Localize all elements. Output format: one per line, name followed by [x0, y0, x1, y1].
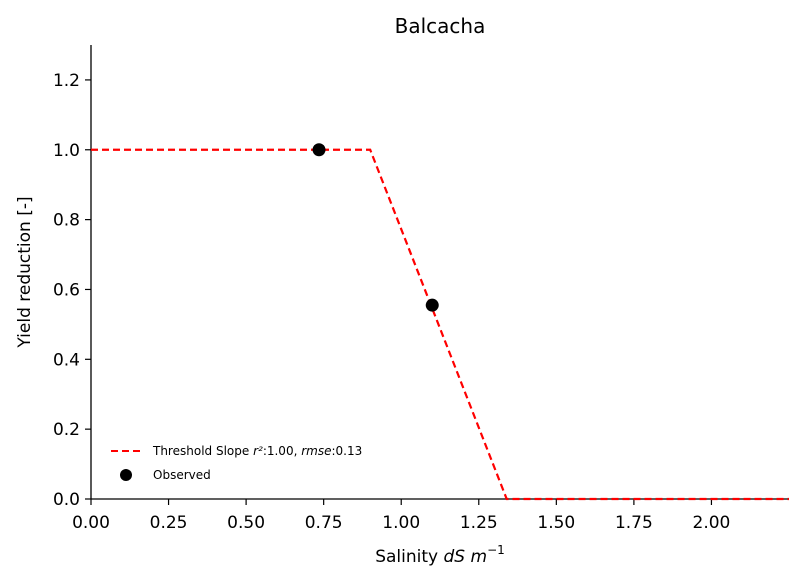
y-tick-label: 1.0: [53, 141, 80, 161]
y-axis-ticks: 0.0 0.2 0.4 0.6 0.8 1.0 1.2: [53, 71, 91, 510]
chart-title: Balcacha: [395, 14, 486, 38]
legend-rmse-value: :0.13: [331, 444, 362, 458]
legend-r2-value: :1.00,: [263, 444, 301, 458]
legend-swatch-observed: [120, 469, 132, 481]
x-tick-label: 0.50: [227, 513, 265, 533]
legend-label-observed: Observed: [153, 468, 211, 482]
x-axis-label-prefix: Salinity: [375, 547, 443, 567]
x-tick-label: 1.75: [615, 513, 653, 533]
legend-label-threshold-slope: Threshold Slope r²:1.00, rmse:0.13: [152, 444, 362, 458]
observed-point: [425, 298, 439, 312]
x-tick-label: 1.50: [537, 513, 575, 533]
legend-rmse-symbol: rmse: [301, 444, 331, 458]
y-tick-label: 0.2: [53, 420, 80, 440]
x-tick-label: 1.00: [382, 513, 420, 533]
plot-area: [91, 143, 789, 501]
x-axis-label-unit: dS m: [444, 547, 488, 567]
series-line-threshold-slope: [91, 148, 789, 501]
x-axis-label-exponent: −1: [487, 543, 505, 557]
x-tick-label: 2.00: [693, 513, 731, 533]
y-tick-label: 0.0: [53, 490, 80, 510]
x-tick-label: 0.00: [72, 513, 110, 533]
x-axis-ticks: 0.00 0.25 0.50 0.75 1.00 1.25 1.50 1.75 2.00: [72, 499, 730, 533]
y-tick-label: 0.8: [53, 211, 80, 231]
observed-point: [312, 143, 326, 157]
legend-r2-symbol: r²: [253, 444, 263, 458]
y-tick-label: 0.4: [53, 350, 80, 370]
x-axis-label: Salinity dS m−1: [375, 543, 505, 567]
x-tick-label: 1.25: [460, 513, 498, 533]
y-tick-label: 1.2: [53, 71, 80, 91]
x-tick-label: 0.25: [150, 513, 188, 533]
legend: Threshold Slope r²:1.00, rmse:0.13 Obser…: [111, 444, 362, 482]
y-tick-label: 0.6: [53, 280, 80, 300]
x-tick-label: 0.75: [305, 513, 343, 533]
legend-label-prefix: Threshold Slope: [152, 444, 253, 458]
y-axis-label: Yield reduction [-]: [15, 196, 35, 348]
